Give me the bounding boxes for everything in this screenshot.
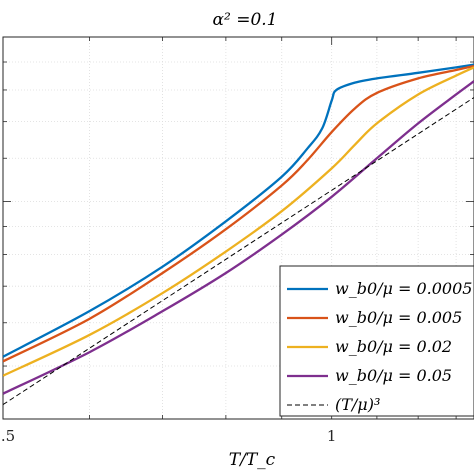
series-line-4 [3,80,474,395]
series-line-5 [3,97,474,406]
series-line-2 [3,64,474,363]
legend: w_b0/μ = 0.0005 w_b0/μ = 0.005 w_b0/μ = 0.… [279,265,474,417]
legend-label-3: w_b0/μ = 0.02 [335,337,452,356]
x-tick-label: 1 [327,427,337,445]
x-axis-label: T/T_c [229,450,276,470]
x-tick-labels: .5 1 [1,427,337,445]
series [3,63,474,406]
series-line-3 [3,66,474,377]
legend-label-1: w_b0/μ = 0.0005 [335,279,472,298]
legend-label-5: (T/μ)³ [335,395,380,414]
plot-frame [2,36,474,420]
x-tick-label: .5 [1,427,15,445]
legend-box [279,265,474,417]
chart-title: α² =0.1 [213,10,278,30]
legend-label-2: w_b0/μ = 0.005 [335,308,462,327]
legend-label-4: w_b0/μ = 0.05 [335,366,452,385]
series-line-1 [3,63,474,358]
